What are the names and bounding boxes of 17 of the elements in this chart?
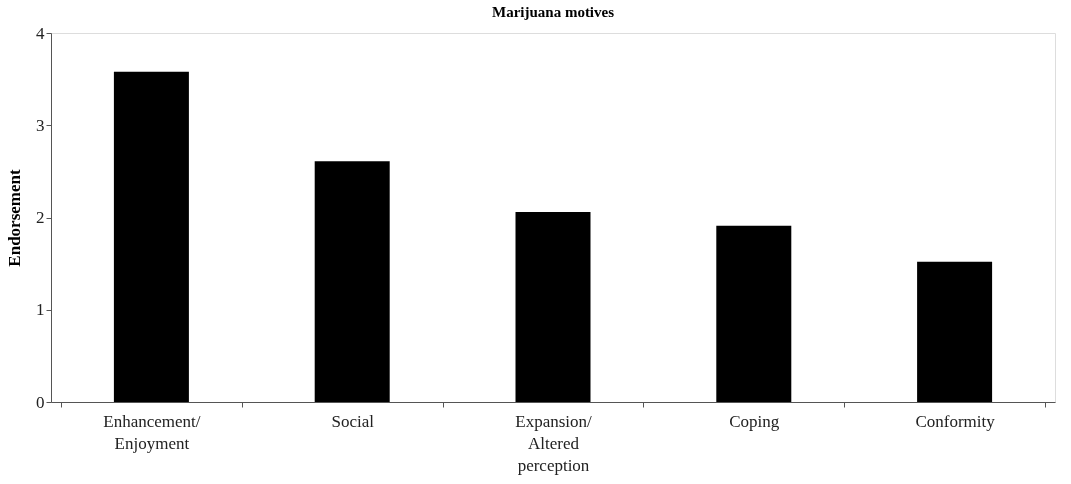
y-tick-label: 4 [36, 23, 45, 43]
y-tick-label: 2 [36, 208, 45, 227]
x-tick-label: Conformity [915, 411, 996, 431]
y-tick-label: 0 [36, 392, 45, 412]
x-tick-label: Enhancement/ Enjoyment [103, 411, 201, 453]
bar [716, 225, 792, 402]
chart-title: Marijuana motives [491, 4, 615, 20]
x-tick-label: Social [331, 411, 375, 431]
y-tick-label: 3 [36, 115, 45, 135]
bar [113, 71, 189, 402]
bar [917, 261, 993, 402]
bar [515, 211, 591, 402]
y-tick-label: 1 [36, 300, 45, 320]
bar [314, 161, 390, 402]
x-tick-label: Coping [729, 411, 780, 431]
y-axis-title: Endorsement [5, 169, 24, 267]
x-tick-label: Expansion/ Altered perception [515, 411, 593, 475]
